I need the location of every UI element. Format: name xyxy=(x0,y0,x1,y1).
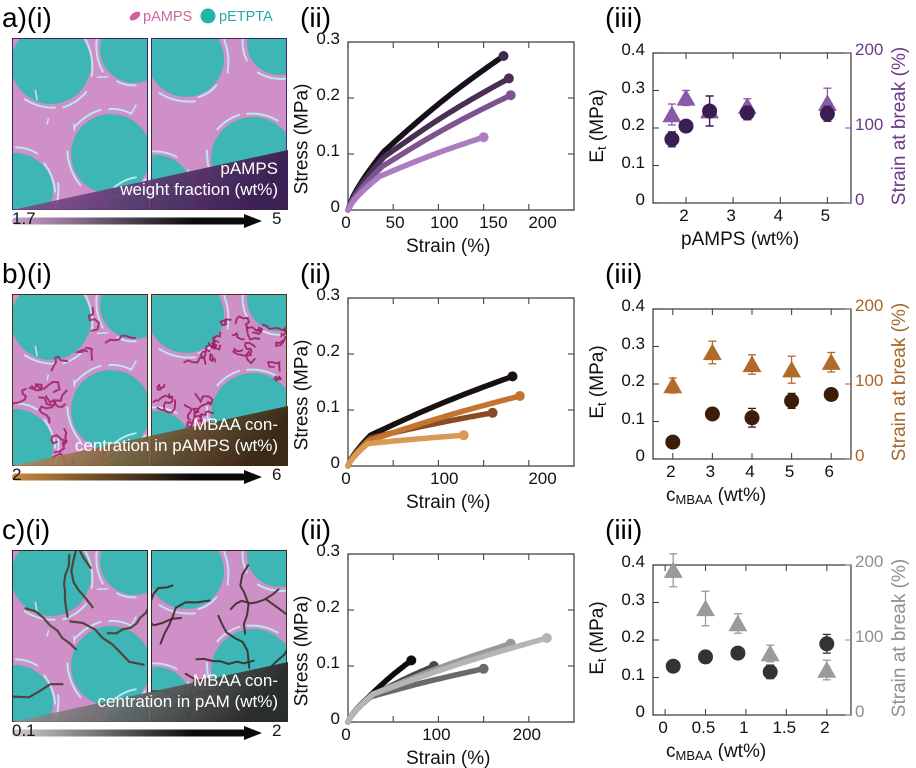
svg-text:pAMPS: pAMPS xyxy=(143,9,192,25)
svg-text:weight fraction (wt%): weight fraction (wt%) xyxy=(119,180,278,199)
svg-text:MBAA con-: MBAA con- xyxy=(193,671,278,690)
svg-text:centration in pAMPS (wt%): centration in pAMPS (wt%) xyxy=(75,436,278,455)
svg-text:MBAA con-: MBAA con- xyxy=(193,415,278,434)
svg-text:pAMPS: pAMPS xyxy=(220,159,278,178)
svg-text:pETPTA: pETPTA xyxy=(219,9,273,25)
svg-text:centration in pAM (wt%): centration in pAM (wt%) xyxy=(98,692,278,711)
